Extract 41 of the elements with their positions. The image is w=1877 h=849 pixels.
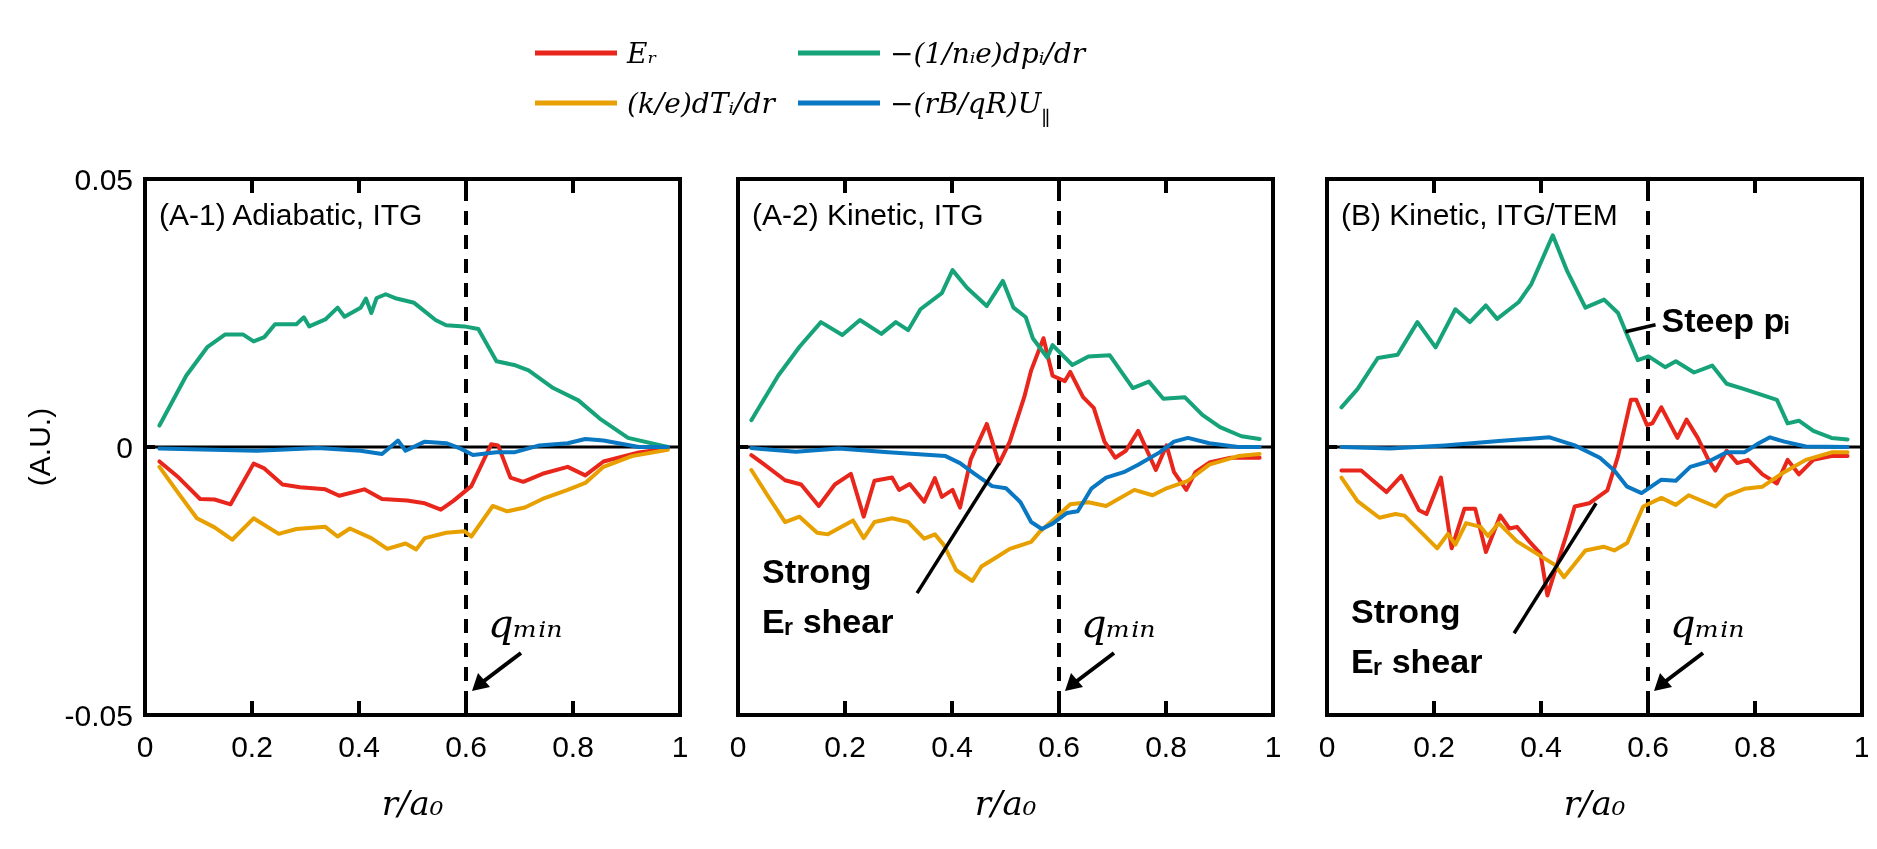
ref-line-label: qₘᵢₙ	[1081, 600, 1156, 646]
ref-line-label: qₘᵢₙ	[1670, 600, 1745, 646]
line-series	[157, 447, 670, 552]
x-tick-label: 0.2	[1413, 730, 1455, 763]
annotation: Strong Eᵣ shear	[1351, 592, 1483, 681]
y-tick-label: 0	[116, 431, 133, 464]
x-tick-label: 0.6	[445, 730, 487, 763]
x-tick-label: 0.4	[1520, 730, 1562, 763]
x-tick-label: 0.8	[1145, 730, 1187, 763]
annotation: Strong Eᵣ shear	[762, 552, 894, 641]
ref-line-label: qₘᵢₙ	[488, 600, 563, 646]
x-tick-label: 0	[136, 730, 154, 763]
text: (A-2) Kinetic, ITG	[752, 198, 984, 231]
x-tick-label: 1	[1264, 730, 1282, 763]
x-axis-title: r/a₀	[381, 783, 444, 823]
legend-label: −(rB/qR)U$_{∥}$	[890, 87, 1051, 130]
text: (B) Kinetic, ITG/TEM	[1341, 198, 1618, 231]
x-tick-label: 0	[729, 730, 747, 763]
x-tick-label: 1	[1853, 730, 1871, 763]
legend-label: (k/e)dTᵢ/dr	[627, 87, 777, 120]
x-axis-title: r/a₀	[1563, 783, 1626, 823]
legend-label: Eᵣ	[626, 37, 658, 70]
legend-label: −(1/nᵢe)dpᵢ/dr	[890, 37, 1087, 70]
x-tick-label: 0.2	[824, 730, 866, 763]
y-tick-label: 0.05	[74, 163, 133, 196]
x-tick-label: 0.4	[931, 730, 973, 763]
x-tick-label: 0.4	[338, 730, 380, 763]
x-tick-label: 0.8	[552, 730, 594, 763]
x-axis-title: r/a₀	[974, 783, 1037, 823]
x-tick-label: 0.8	[1734, 730, 1776, 763]
line-series	[157, 442, 670, 512]
y-tick-label: -0.05	[64, 699, 133, 732]
x-tick-label: 0.6	[1038, 730, 1080, 763]
x-tick-label: 1	[671, 730, 689, 763]
y-axis-title: (A.U.)	[23, 407, 56, 487]
x-tick-label: 0	[1318, 730, 1336, 763]
text: (A-1) Adiabatic, ITG	[159, 198, 423, 231]
x-tick-label: 0.6	[1627, 730, 1669, 763]
line-series	[157, 436, 670, 458]
x-tick-label: 0.2	[231, 730, 273, 763]
annotation: Steep pᵢ	[1661, 300, 1790, 339]
